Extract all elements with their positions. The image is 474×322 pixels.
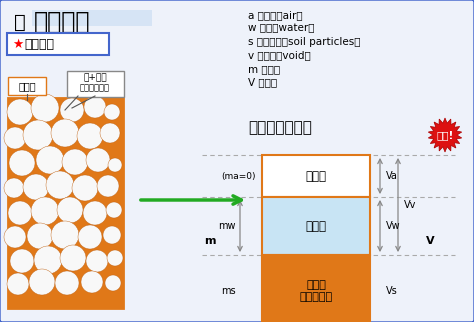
Circle shape xyxy=(105,275,121,291)
Circle shape xyxy=(7,99,33,125)
Circle shape xyxy=(86,148,110,172)
Bar xyxy=(262,255,370,322)
Text: v ：間隙（void）: v ：間隙（void） xyxy=(248,51,311,61)
Circle shape xyxy=(10,249,34,273)
FancyBboxPatch shape xyxy=(7,33,109,55)
Circle shape xyxy=(7,273,29,295)
Circle shape xyxy=(62,149,88,175)
Text: ★: ★ xyxy=(12,37,23,51)
Text: 水+空気: 水+空気 xyxy=(83,73,107,82)
Bar xyxy=(262,155,370,197)
Circle shape xyxy=(83,201,107,225)
Text: Va: Va xyxy=(386,171,398,181)
Text: s ：土粒子（soil particles）: s ：土粒子（soil particles） xyxy=(248,37,361,47)
Text: 重要!: 重要! xyxy=(436,130,454,140)
Circle shape xyxy=(46,171,74,199)
Text: Vs: Vs xyxy=(386,286,398,296)
Circle shape xyxy=(97,175,119,197)
Circle shape xyxy=(31,197,59,225)
Circle shape xyxy=(57,197,83,223)
Circle shape xyxy=(51,221,79,249)
Circle shape xyxy=(4,127,26,149)
Text: Vw: Vw xyxy=(386,221,401,231)
Text: V ：体積: V ：体積 xyxy=(248,78,277,88)
Circle shape xyxy=(4,178,24,198)
Circle shape xyxy=(23,174,49,200)
Circle shape xyxy=(55,271,79,295)
Circle shape xyxy=(36,146,64,174)
Circle shape xyxy=(8,201,32,225)
Text: 土の構成: 土の構成 xyxy=(24,37,54,51)
Text: w ：水（water）: w ：水（water） xyxy=(248,24,315,33)
Circle shape xyxy=(4,226,26,248)
Circle shape xyxy=(51,119,79,147)
Text: mw: mw xyxy=(219,221,236,231)
Circle shape xyxy=(23,120,53,150)
Text: （間隙流体）: （間隙流体） xyxy=(80,83,110,92)
FancyBboxPatch shape xyxy=(32,10,152,26)
Circle shape xyxy=(27,223,53,249)
Text: 間隙＝空気＋水: 間隙＝空気＋水 xyxy=(248,120,312,135)
Polygon shape xyxy=(428,118,462,152)
Circle shape xyxy=(29,269,55,295)
FancyBboxPatch shape xyxy=(67,71,124,97)
Text: ポイント: ポイント xyxy=(34,10,91,34)
Text: V: V xyxy=(426,236,435,246)
Circle shape xyxy=(34,246,62,274)
Circle shape xyxy=(9,150,35,176)
Circle shape xyxy=(107,250,123,266)
Text: Vv: Vv xyxy=(404,200,416,210)
Circle shape xyxy=(31,94,59,122)
Circle shape xyxy=(78,225,102,249)
Text: 💡: 💡 xyxy=(14,13,26,32)
Circle shape xyxy=(60,245,86,271)
Circle shape xyxy=(77,123,103,149)
Text: 気体相: 気体相 xyxy=(306,169,327,183)
Text: ms: ms xyxy=(221,286,236,296)
Bar xyxy=(262,197,370,255)
Text: m: m xyxy=(204,236,216,246)
Text: 土粒子: 土粒子 xyxy=(18,81,36,91)
Circle shape xyxy=(103,226,121,244)
Bar xyxy=(8,98,123,308)
Circle shape xyxy=(100,123,120,143)
Text: (ma=0): (ma=0) xyxy=(221,172,256,181)
Text: m ：質量: m ：質量 xyxy=(248,64,280,74)
Circle shape xyxy=(60,98,84,122)
Circle shape xyxy=(72,175,98,201)
FancyBboxPatch shape xyxy=(8,77,46,95)
Text: a ：空気（air）: a ：空気（air） xyxy=(248,10,302,20)
Text: 液体相: 液体相 xyxy=(306,220,327,232)
Circle shape xyxy=(81,271,103,293)
Circle shape xyxy=(104,104,120,120)
Text: 固体相
（土粒子）: 固体相 （土粒子） xyxy=(300,280,333,302)
Circle shape xyxy=(86,250,108,272)
Circle shape xyxy=(108,158,122,172)
Circle shape xyxy=(84,96,106,118)
Circle shape xyxy=(106,202,122,218)
